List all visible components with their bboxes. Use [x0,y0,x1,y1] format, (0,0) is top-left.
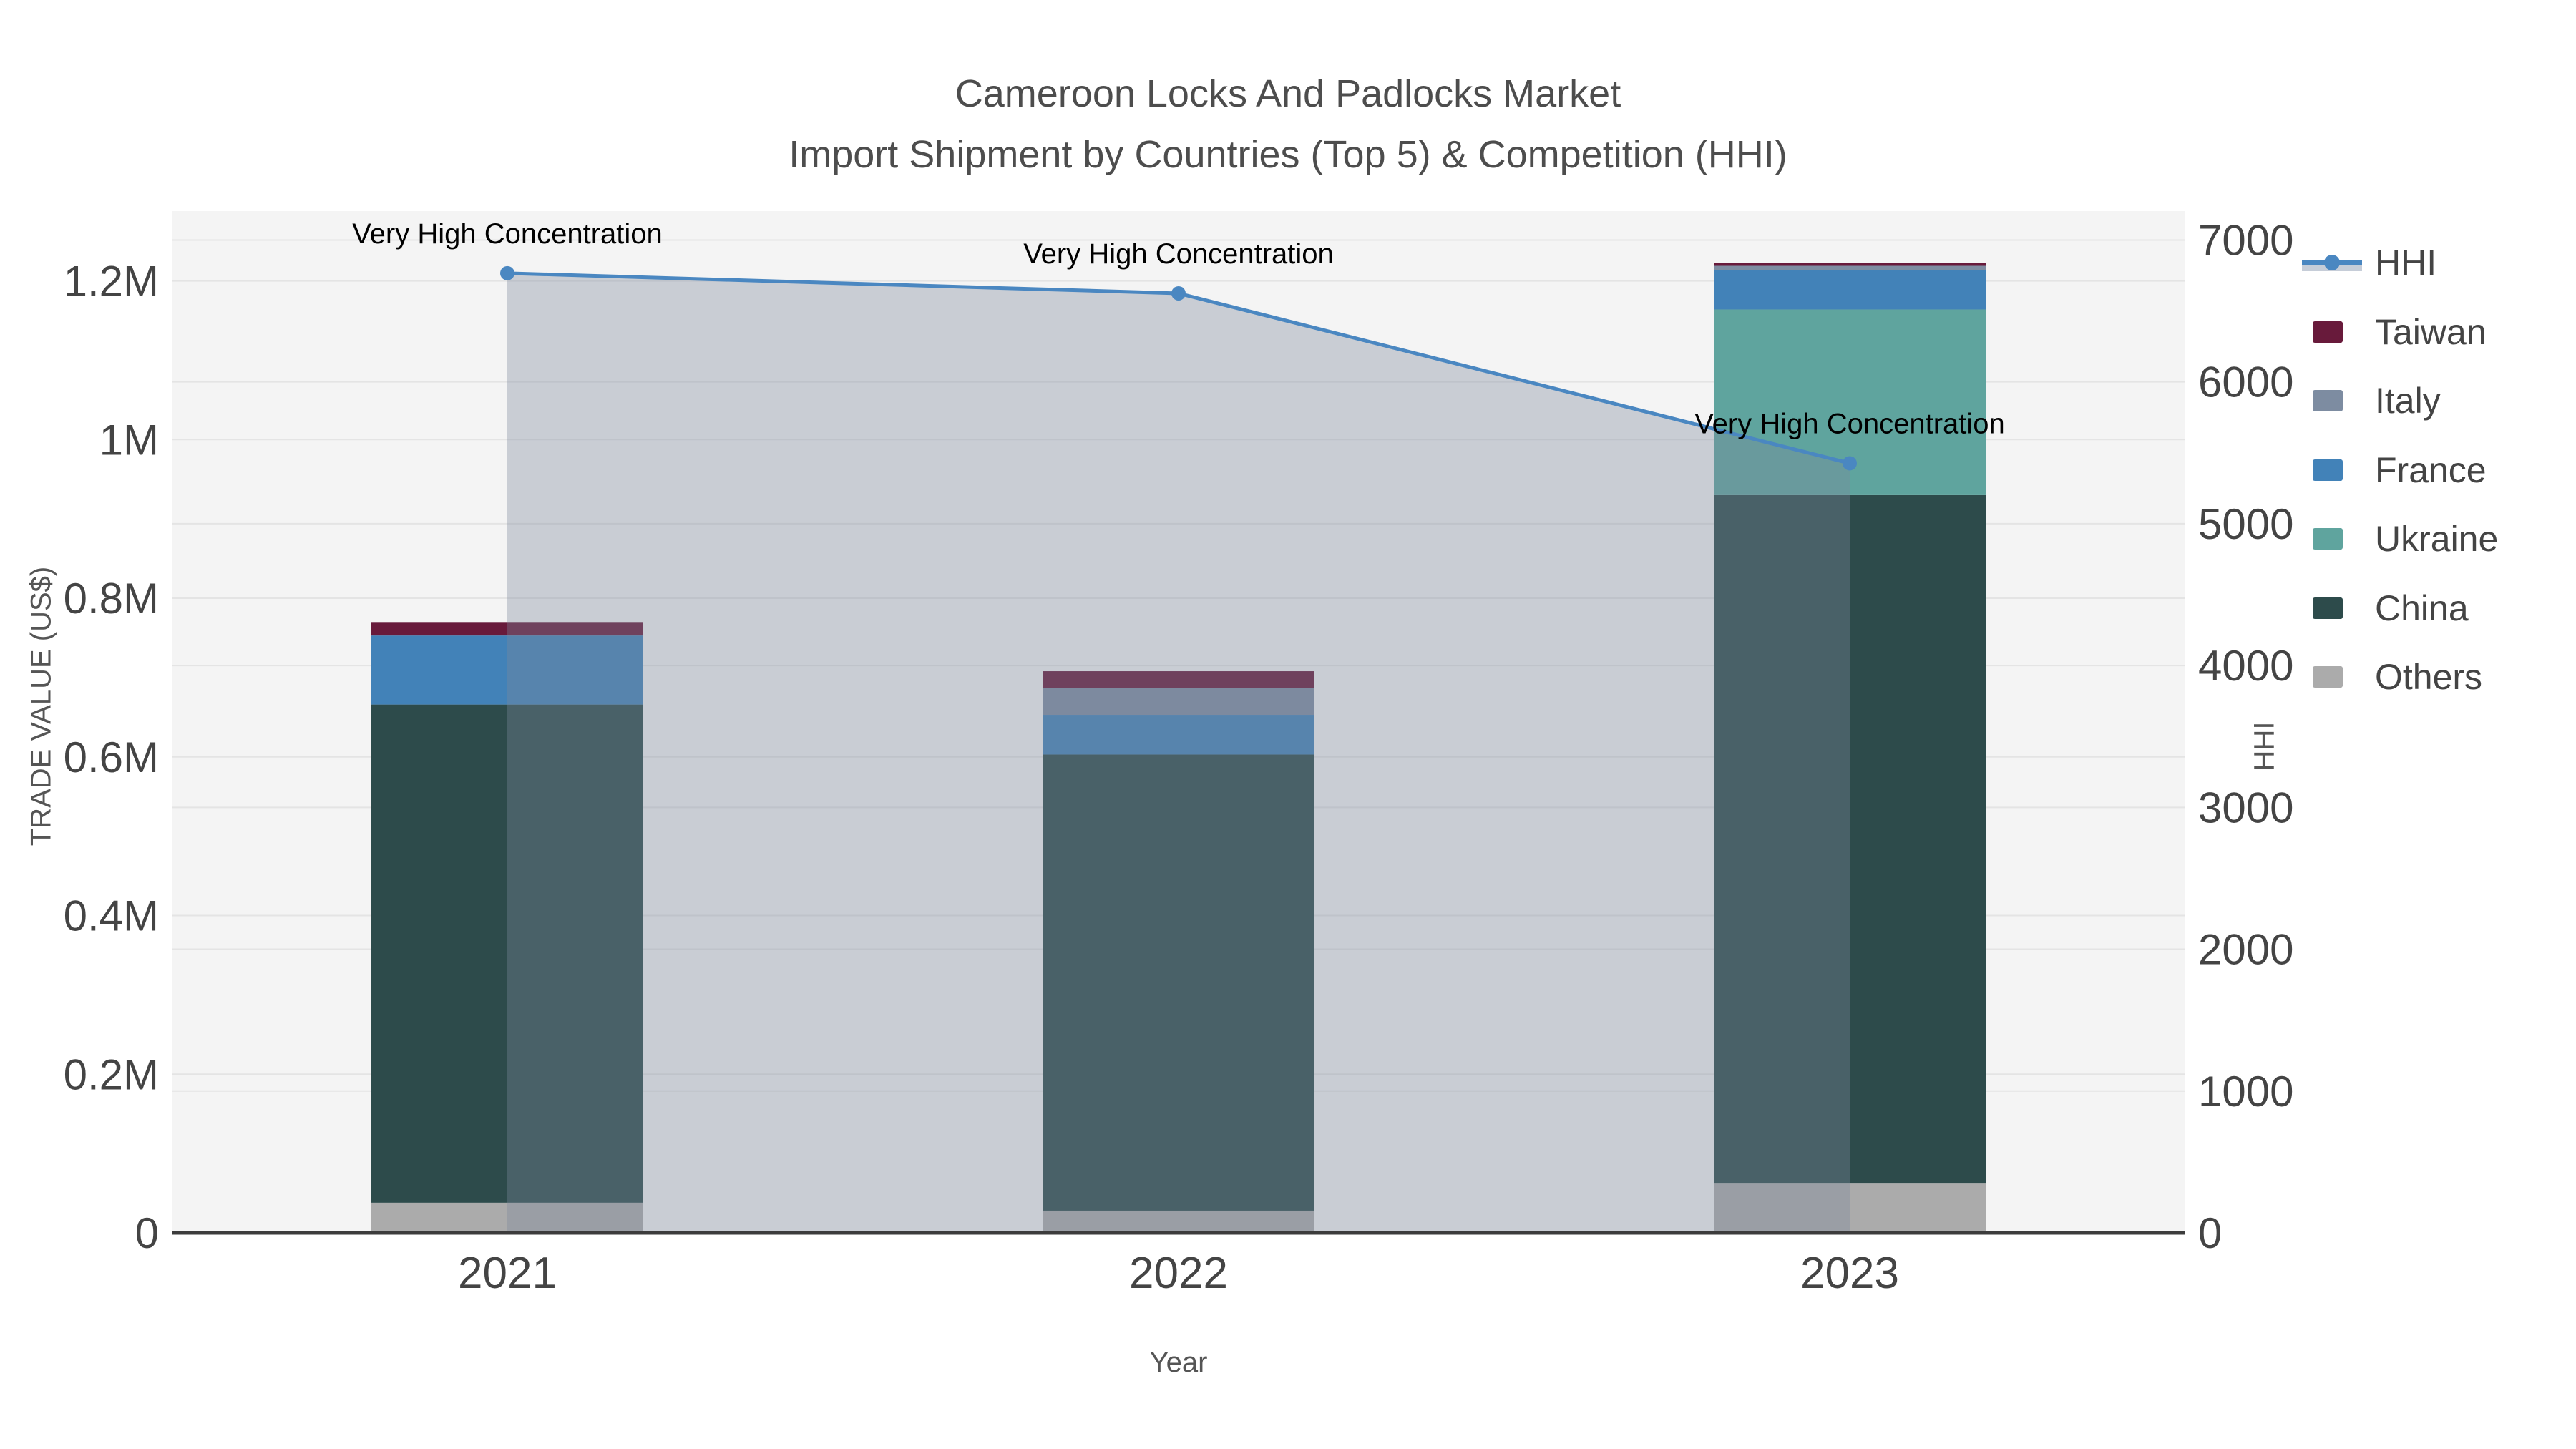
others-color-swatch [2313,666,2343,688]
legend-item-france[interactable]: France [2302,449,2487,492]
y-right-tick-label: 7000 [2198,216,2293,264]
taiwan-swatch-icon [2302,311,2362,353]
legend-item-taiwan[interactable]: Taiwan [2302,311,2487,353]
legend-label: Taiwan [2375,311,2487,352]
legend-item-ukraine[interactable]: Ukraine [2302,517,2498,560]
ukraine-color-swatch [2313,528,2343,550]
hhi-point-2021[interactable] [500,265,514,280]
x-tick-label-2021: 2021 [458,1249,557,1298]
bar-segment-france-2023[interactable] [1714,270,1986,310]
bar-segment-taiwan-2022[interactable] [1043,671,1314,688]
bar-segment-taiwan-2021[interactable] [371,622,643,636]
france-color-swatch [2313,459,2343,481]
y-right-axis-title: HHI [2248,721,2280,771]
hhi-point-2023[interactable] [1843,456,1857,471]
taiwan-color-swatch [2313,321,2343,343]
ukraine-swatch-icon [2302,517,2362,560]
hhi-marker-dot [2324,255,2340,270]
bar-segment-taiwan-2023[interactable] [1714,263,1986,266]
hhi-area-fill [507,273,1850,1233]
italy-color-swatch [2313,390,2343,411]
x-tick-label-2023: 2023 [1800,1249,1899,1298]
y-left-tick-label: 0.4M [64,892,159,940]
annotation-label: Very High Concentration [1694,408,2005,439]
y-right-tick-label: 5000 [2198,500,2293,548]
legend-item-others[interactable]: Others [2302,655,2482,698]
bar-segment-italy-2022[interactable] [1043,688,1314,716]
italy-swatch-icon [2302,379,2362,422]
legend-item-china[interactable]: China [2302,587,2469,630]
bar-segment-france-2022[interactable] [1043,715,1314,755]
legend-label: Others [2375,657,2483,697]
y-right-tick-label: 4000 [2198,642,2293,690]
chart-title-line2: Import Shipment by Countries (Top 5) & C… [789,133,1787,176]
legend-label: China [2375,587,2469,628]
china-swatch-icon [2302,587,2362,630]
legend-label: France [2375,449,2487,490]
y-right-tick-label: 1000 [2198,1068,2293,1116]
y-left-tick-label: 1M [99,416,159,464]
y-left-tick-label: 1.2M [64,258,159,306]
y-left-tick-label: 0 [135,1209,159,1257]
china-color-swatch [2313,597,2343,619]
legend-item-italy[interactable]: Italy [2302,379,2441,422]
bar-segment-others-2021[interactable] [371,1202,643,1233]
legend-label: Italy [2375,381,2441,421]
bar-segment-france-2021[interactable] [371,635,643,705]
bar-segment-others-2023[interactable] [1714,1183,1986,1233]
y-left-tick-label: 0.2M [64,1050,159,1098]
y-left-tick-label: 0.6M [64,733,159,781]
others-swatch-icon [2302,655,2362,698]
hhi-line-legend-icon [2302,241,2362,284]
annotation-label: Very High Concentration [1023,238,1334,270]
x-tick-label-2022: 2022 [1129,1249,1228,1298]
bar-segment-china-2021[interactable] [371,704,643,1203]
legend-label: Ukraine [2375,519,2499,559]
bar-segment-china-2023[interactable] [1714,494,1986,1184]
y-left-tick-label: 0.8M [64,575,159,623]
annotation-label: Very High Concentration [352,218,663,250]
y-right-tick-label: 2000 [2198,926,2293,974]
y-left-axis-title: TRADE VALUE (US$) [25,566,57,847]
y-right-tick-label: 3000 [2198,784,2293,831]
legend-label: HHI [2375,243,2437,283]
chart-title-line1: Cameroon Locks And Padlocks Market [955,72,1621,115]
y-right-tick-label: 0 [2198,1209,2222,1257]
bar-segment-others-2022[interactable] [1043,1210,1314,1233]
x-axis-title: Year [1149,1347,1208,1378]
bar-segment-italy-2023[interactable] [1714,265,1986,270]
france-swatch-icon [2302,449,2362,492]
hhi-point-2022[interactable] [1171,286,1186,301]
bar-segment-china-2022[interactable] [1043,754,1314,1211]
legend-item-hhi[interactable]: HHI [2302,241,2436,284]
y-right-tick-label: 6000 [2198,358,2293,406]
